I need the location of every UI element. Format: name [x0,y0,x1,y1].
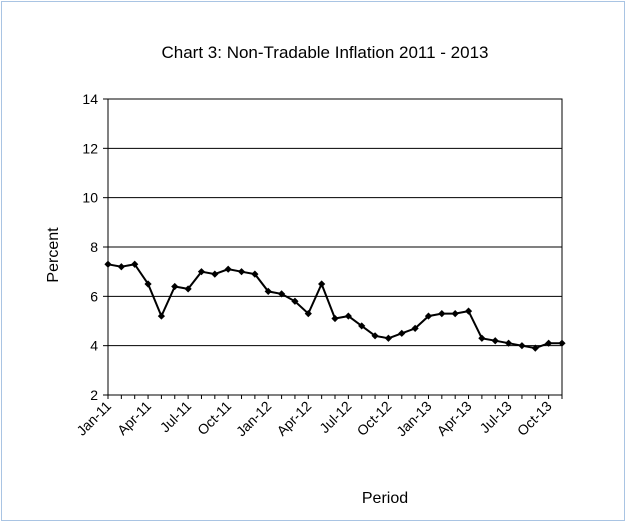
data-point [277,290,286,298]
x-axis-label: Period [362,490,408,507]
data-point [131,260,139,268]
y-tick-label: 10 [82,190,98,206]
data-point [438,310,446,318]
data-point [531,344,539,352]
series-line [107,263,562,350]
data-point [224,265,232,273]
data-point [451,310,459,318]
data-point [464,307,473,315]
x-tick-label: Apr-11 [114,398,154,438]
chart-title: Chart 3: Non-Tradable Inflation 2011 - 2… [162,43,489,62]
gridlines [103,98,563,399]
plot-area [107,98,563,396]
data-markers [104,260,566,352]
x-tick-label: Jul-12 [316,398,354,436]
data-point [184,285,192,293]
x-tick-label: Oct-11 [194,398,234,438]
data-point [157,312,166,320]
data-point [398,329,406,337]
data-point [211,270,219,278]
data-point [478,334,486,342]
y-tick-label: 12 [82,140,98,156]
x-tick-label: Oct-13 [514,398,555,439]
data-point [331,314,339,323]
y-tick-label: 8 [90,239,98,255]
data-point [144,280,152,288]
data-point [304,310,312,318]
y-tick-label: 14 [82,91,98,107]
y-tick-labels: 2 4 6 8 10 12 14 [82,91,98,403]
data-point [264,287,272,295]
x-tick-label: Jan-13 [393,398,435,440]
x-tick-label: Jan-12 [233,398,275,440]
data-point [104,260,112,268]
data-point [424,312,433,320]
data-point [171,282,179,291]
data-point [371,332,379,340]
y-tick-label: 2 [90,387,98,403]
data-point [545,339,553,347]
data-point [384,334,393,342]
x-tick-label: Apr-13 [434,398,475,439]
y-axis-label: Percent [45,227,62,283]
y-tick-label: 4 [90,338,98,354]
data-point [518,342,526,350]
x-tick-label: Apr-12 [273,398,314,439]
data-point [318,280,326,288]
y-tick-label: 6 [90,288,98,304]
data-point [117,263,125,271]
data-point [237,268,246,276]
data-point [344,312,352,320]
x-tick-label: Jan-11 [73,398,114,439]
data-point [358,322,366,330]
x-tick-label: Oct-12 [354,398,395,439]
x-tick-label: Jul-11 [157,398,195,436]
data-point [411,324,419,332]
data-point [558,339,566,347]
data-point [197,268,206,276]
data-point [251,270,259,278]
x-tick-label: Jul-13 [476,398,514,436]
data-point [491,337,499,345]
data-point [504,339,513,347]
data-point [291,297,299,305]
